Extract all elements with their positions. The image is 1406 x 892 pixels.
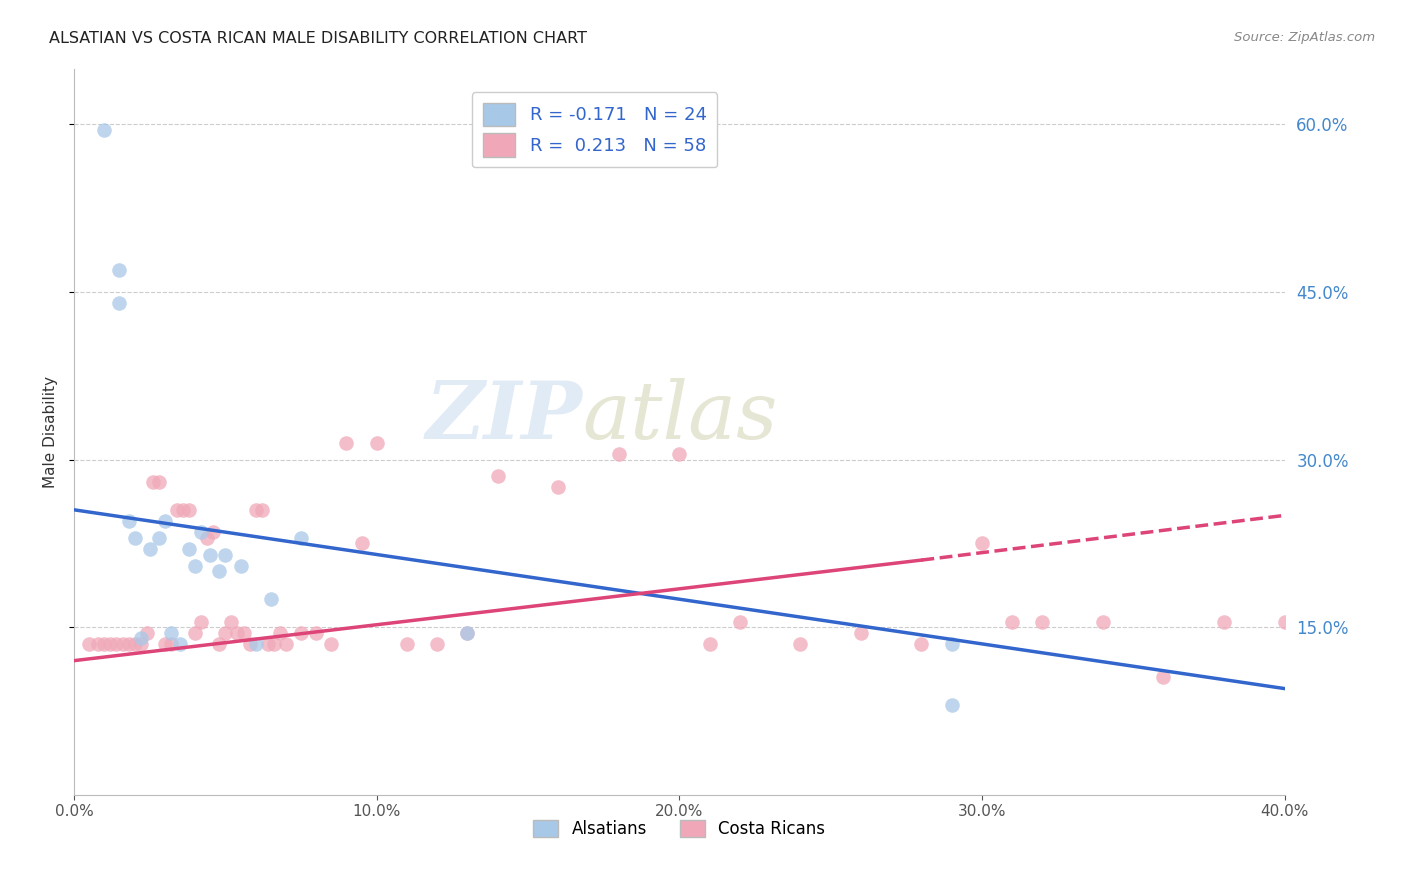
Point bbox=[135, 625, 157, 640]
Text: atlas: atlas bbox=[582, 378, 778, 456]
Point bbox=[547, 480, 569, 494]
Point bbox=[232, 625, 254, 640]
Text: ALSATIAN VS COSTA RICAN MALE DISABILITY CORRELATION CHART: ALSATIAN VS COSTA RICAN MALE DISABILITY … bbox=[49, 31, 588, 46]
Point bbox=[100, 637, 122, 651]
Point bbox=[486, 469, 509, 483]
Point bbox=[139, 541, 162, 556]
Point bbox=[1031, 615, 1053, 629]
Legend: Alsatians, Costa Ricans: Alsatians, Costa Ricans bbox=[526, 813, 832, 845]
Point bbox=[245, 637, 267, 651]
Point bbox=[263, 637, 285, 651]
Point bbox=[214, 548, 236, 562]
Point bbox=[1091, 615, 1114, 629]
Point bbox=[274, 637, 297, 651]
Point bbox=[93, 637, 115, 651]
Point bbox=[202, 525, 225, 540]
Point bbox=[172, 503, 194, 517]
Point bbox=[153, 514, 176, 528]
Point bbox=[970, 536, 993, 550]
Point bbox=[184, 558, 207, 573]
Point bbox=[129, 632, 152, 646]
Point bbox=[108, 296, 131, 310]
Point bbox=[195, 531, 218, 545]
Point bbox=[229, 558, 252, 573]
Point bbox=[366, 435, 388, 450]
Point bbox=[105, 637, 128, 651]
Y-axis label: Male Disability: Male Disability bbox=[44, 376, 58, 488]
Point bbox=[160, 625, 183, 640]
Point bbox=[335, 435, 357, 450]
Point bbox=[108, 262, 131, 277]
Point bbox=[305, 625, 328, 640]
Point bbox=[190, 525, 212, 540]
Text: ZIP: ZIP bbox=[426, 378, 582, 456]
Point bbox=[269, 625, 291, 640]
Point bbox=[214, 625, 236, 640]
Point bbox=[350, 536, 373, 550]
Point bbox=[93, 123, 115, 137]
Point bbox=[849, 625, 872, 640]
Point bbox=[221, 615, 243, 629]
Point bbox=[668, 447, 690, 461]
Point bbox=[395, 637, 418, 651]
Point bbox=[129, 637, 152, 651]
Point bbox=[77, 637, 100, 651]
Point bbox=[177, 541, 200, 556]
Point bbox=[250, 503, 273, 517]
Point bbox=[124, 637, 146, 651]
Point bbox=[169, 637, 191, 651]
Point bbox=[290, 531, 312, 545]
Point bbox=[166, 503, 188, 517]
Point bbox=[142, 475, 165, 489]
Point bbox=[910, 637, 932, 651]
Point bbox=[426, 637, 449, 651]
Point bbox=[148, 531, 170, 545]
Point bbox=[226, 625, 249, 640]
Point bbox=[607, 447, 630, 461]
Point bbox=[160, 637, 183, 651]
Point bbox=[941, 637, 963, 651]
Point bbox=[208, 564, 231, 578]
Point bbox=[1274, 615, 1296, 629]
Point bbox=[1213, 615, 1236, 629]
Point bbox=[260, 592, 283, 607]
Point bbox=[190, 615, 212, 629]
Point bbox=[117, 637, 139, 651]
Point bbox=[124, 531, 146, 545]
Point bbox=[117, 514, 139, 528]
Point bbox=[699, 637, 721, 651]
Point bbox=[1001, 615, 1024, 629]
Point bbox=[290, 625, 312, 640]
Point bbox=[87, 637, 110, 651]
Point bbox=[111, 637, 134, 651]
Point bbox=[1153, 670, 1175, 684]
Point bbox=[200, 548, 222, 562]
Point bbox=[456, 625, 478, 640]
Point bbox=[789, 637, 811, 651]
Point bbox=[245, 503, 267, 517]
Point bbox=[728, 615, 751, 629]
Point bbox=[153, 637, 176, 651]
Point bbox=[184, 625, 207, 640]
Point bbox=[148, 475, 170, 489]
Text: Source: ZipAtlas.com: Source: ZipAtlas.com bbox=[1234, 31, 1375, 45]
Point bbox=[941, 698, 963, 713]
Point bbox=[208, 637, 231, 651]
Point bbox=[321, 637, 343, 651]
Point bbox=[239, 637, 262, 651]
Point bbox=[456, 625, 478, 640]
Point bbox=[256, 637, 278, 651]
Point bbox=[177, 503, 200, 517]
